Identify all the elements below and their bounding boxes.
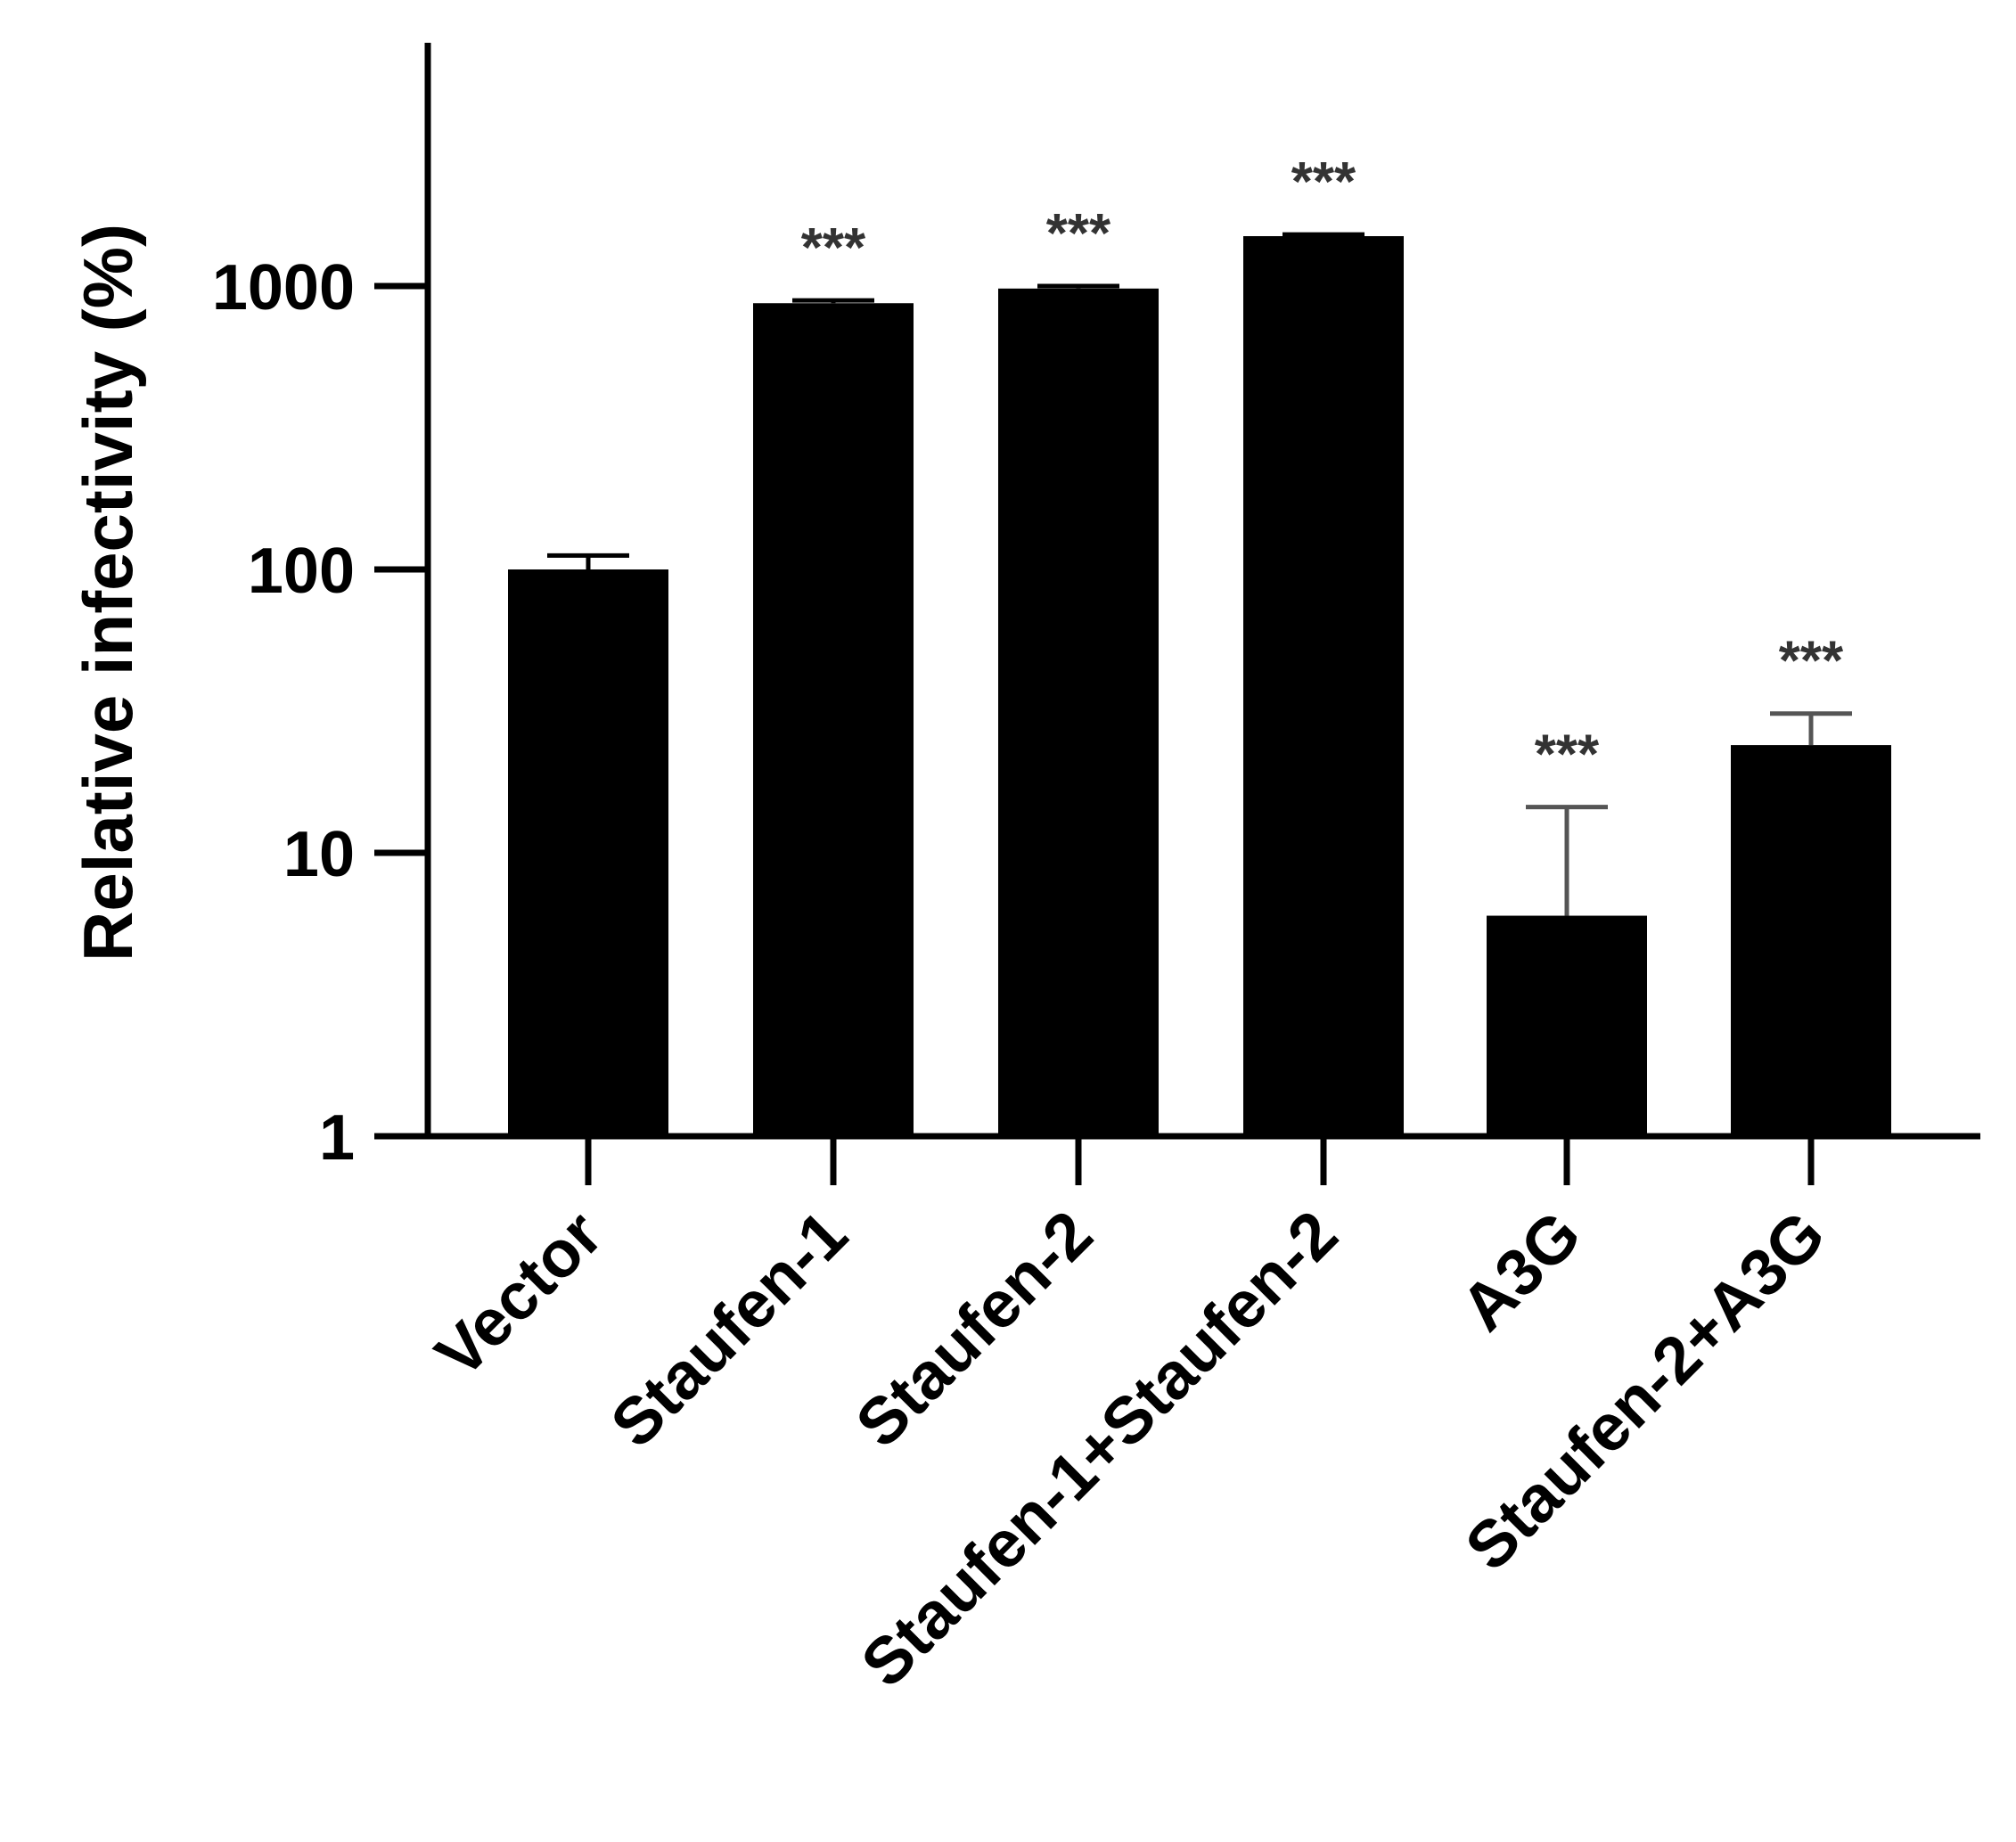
significance-label: *** (1046, 203, 1111, 265)
y-axis-label: Relative infectivity (%) (69, 224, 147, 962)
bar-6 (1731, 745, 1891, 1136)
significance-label: *** (1779, 631, 1844, 692)
bars (508, 236, 1891, 1136)
x-ticks: VectorStaufen-1Staufen-2Staufen-1+Staufe… (422, 1136, 1839, 1701)
x-tick-label: Vector (422, 1197, 617, 1392)
x-tick-label: Staufen-1 (596, 1197, 861, 1461)
bar-3 (998, 288, 1159, 1136)
bar-4 (1243, 236, 1404, 1136)
y-tick-label: 100 (248, 536, 355, 607)
significance-label: *** (801, 217, 866, 279)
bar-2 (753, 303, 914, 1136)
y-tick-label: 10 (283, 819, 355, 890)
bar-1 (508, 569, 668, 1136)
significance-annotations: *** *** *** *** *** (801, 151, 1844, 786)
significance-label: *** (1535, 725, 1600, 786)
x-tick-label: Staufen-1+Staufen-2 (847, 1197, 1351, 1701)
bar-5 (1487, 915, 1647, 1136)
significance-label: *** (1291, 151, 1356, 213)
y-tick-label: 1 (319, 1102, 355, 1174)
y-ticks: 1 10 100 1000 (212, 252, 428, 1174)
error-bars (547, 232, 1852, 916)
y-tick-label: 1000 (212, 252, 355, 323)
x-tick-label: A3G (1446, 1197, 1594, 1345)
x-tick-label: Staufen-2 (841, 1197, 1106, 1461)
